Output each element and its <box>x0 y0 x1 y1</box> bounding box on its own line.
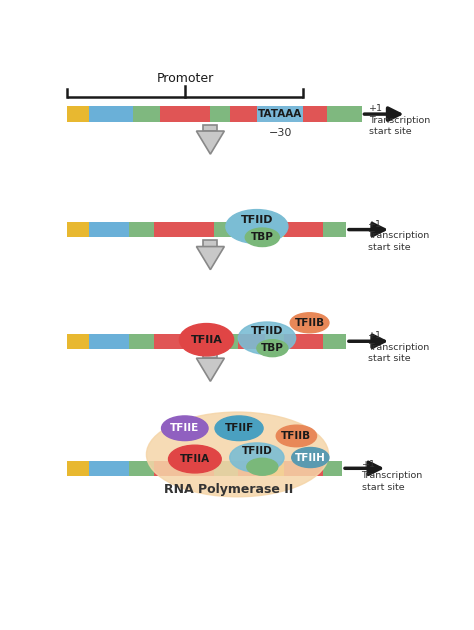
Bar <box>203 241 218 246</box>
Ellipse shape <box>162 416 208 440</box>
Bar <box>214 461 237 476</box>
Text: TFIIA: TFIIA <box>180 454 210 464</box>
Text: TFIID: TFIID <box>251 326 283 336</box>
Bar <box>154 333 214 349</box>
Bar <box>257 106 276 122</box>
Ellipse shape <box>257 340 288 357</box>
Bar <box>129 222 154 238</box>
Bar <box>129 333 154 349</box>
Ellipse shape <box>238 322 296 354</box>
Bar <box>203 352 218 358</box>
Bar <box>160 106 210 122</box>
Polygon shape <box>196 131 224 154</box>
Bar <box>276 106 303 122</box>
Bar <box>203 125 218 131</box>
Text: TFIIB: TFIIB <box>282 431 311 441</box>
Ellipse shape <box>169 445 221 473</box>
Bar <box>284 461 323 476</box>
Text: +1
Transcription
start site: +1 Transcription start site <box>368 220 429 252</box>
Bar <box>327 106 362 122</box>
Text: TBP: TBP <box>261 343 284 353</box>
Text: TFIIE: TFIIE <box>170 423 200 433</box>
Bar <box>237 222 264 238</box>
Text: TBP: TBP <box>251 232 274 243</box>
Bar <box>303 106 327 122</box>
Text: +1
Transcription
start site: +1 Transcription start site <box>369 105 430 136</box>
Text: TFIIH: TFIIH <box>295 452 326 462</box>
Bar <box>214 333 237 349</box>
Bar <box>89 106 133 122</box>
Text: RNA Polymerase II: RNA Polymerase II <box>164 483 293 496</box>
Bar <box>214 222 237 238</box>
Bar <box>154 461 214 476</box>
Bar <box>154 222 214 238</box>
Text: +1
Transcription
start site: +1 Transcription start site <box>362 460 423 492</box>
Text: TFIID: TFIID <box>241 215 273 226</box>
Polygon shape <box>196 358 224 381</box>
Text: Promoter: Promoter <box>156 72 214 85</box>
Bar <box>237 461 264 476</box>
Bar <box>323 222 346 238</box>
Bar <box>89 222 129 238</box>
Ellipse shape <box>245 228 279 246</box>
Bar <box>237 333 264 349</box>
Bar <box>67 106 89 122</box>
Ellipse shape <box>292 447 329 467</box>
Text: TFIID: TFIID <box>241 447 272 456</box>
Ellipse shape <box>276 425 317 447</box>
Text: TFIIF: TFIIF <box>224 423 254 433</box>
Bar <box>129 461 154 476</box>
Bar <box>89 333 129 349</box>
Ellipse shape <box>226 210 288 243</box>
Bar <box>264 461 284 476</box>
Bar <box>284 222 323 238</box>
Ellipse shape <box>290 312 329 333</box>
Bar <box>323 333 346 349</box>
Bar <box>67 461 89 476</box>
Text: −30: −30 <box>268 128 292 138</box>
Ellipse shape <box>179 324 234 356</box>
Bar <box>133 106 160 122</box>
Bar <box>230 106 257 122</box>
Bar <box>323 461 342 476</box>
Ellipse shape <box>215 416 263 440</box>
Bar <box>284 333 323 349</box>
Text: TFIIA: TFIIA <box>191 335 222 345</box>
Text: +1
Transcription
start site: +1 Transcription start site <box>368 331 429 364</box>
Bar <box>67 333 89 349</box>
Polygon shape <box>196 246 224 270</box>
Bar <box>89 461 129 476</box>
Ellipse shape <box>247 458 278 475</box>
Bar <box>210 106 230 122</box>
Text: TATAAA: TATAAA <box>258 109 302 119</box>
Bar <box>257 106 303 122</box>
Text: TFIIB: TFIIB <box>294 318 325 328</box>
Ellipse shape <box>146 412 328 497</box>
Text: TBP: TBP <box>252 462 273 472</box>
Bar <box>264 333 284 349</box>
Ellipse shape <box>230 443 284 472</box>
Bar <box>67 222 89 238</box>
Bar <box>264 222 284 238</box>
